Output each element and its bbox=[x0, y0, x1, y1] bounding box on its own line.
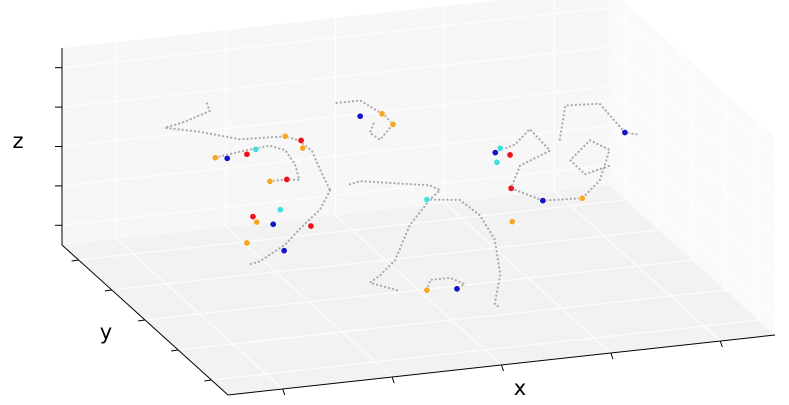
trajectory bbox=[249, 189, 332, 266]
tick-mark bbox=[719, 340, 723, 348]
point bbox=[491, 149, 499, 157]
trajectory bbox=[425, 198, 502, 309]
trajectory bbox=[163, 102, 332, 192]
point bbox=[493, 158, 501, 166]
y-axis-line bbox=[61, 244, 229, 396]
grid-line bbox=[211, 319, 759, 381]
point bbox=[539, 197, 547, 205]
grid-line bbox=[178, 289, 726, 351]
point bbox=[276, 206, 284, 214]
tick-mark bbox=[282, 388, 286, 396]
point bbox=[507, 184, 515, 192]
axes bbox=[55, 48, 776, 396]
tick-mark bbox=[71, 259, 79, 262]
x-axis-line bbox=[227, 334, 776, 396]
point bbox=[389, 120, 397, 128]
point bbox=[280, 247, 288, 255]
point bbox=[283, 175, 291, 183]
trajectory bbox=[493, 128, 611, 202]
grid-line bbox=[144, 259, 693, 321]
grid-line bbox=[608, 86, 776, 237]
point bbox=[508, 218, 516, 226]
tick-mark bbox=[204, 379, 212, 382]
trajectory bbox=[348, 180, 442, 293]
tick-mark bbox=[104, 289, 112, 292]
trajectory bbox=[425, 276, 466, 292]
grid-line bbox=[608, 125, 776, 277]
point bbox=[243, 150, 251, 158]
grid bbox=[61, 0, 776, 390]
point bbox=[423, 196, 431, 204]
x-axis-label: x bbox=[514, 376, 526, 400]
point bbox=[223, 154, 231, 162]
grid-line bbox=[608, 164, 776, 316]
grid-line bbox=[61, 164, 610, 226]
point bbox=[356, 112, 364, 120]
grid-line bbox=[61, 46, 610, 108]
z-axis-label: z bbox=[12, 129, 23, 153]
point bbox=[378, 110, 386, 118]
tick-mark bbox=[171, 349, 179, 352]
grid-line bbox=[78, 199, 626, 261]
point bbox=[253, 218, 261, 226]
point bbox=[297, 136, 305, 144]
tick-mark bbox=[610, 352, 614, 360]
tick-mark bbox=[391, 376, 395, 384]
point bbox=[496, 144, 504, 152]
tick-mark bbox=[137, 319, 146, 322]
grid-line bbox=[608, 46, 776, 198]
grid-line bbox=[61, 7, 610, 69]
point bbox=[252, 145, 260, 153]
point bbox=[621, 128, 629, 136]
point bbox=[307, 222, 315, 230]
grid-line bbox=[608, 7, 776, 159]
point bbox=[281, 132, 289, 140]
point bbox=[506, 151, 514, 159]
panes bbox=[62, 0, 775, 395]
grid-line bbox=[111, 229, 659, 291]
grid-line bbox=[61, 86, 610, 147]
grid-line bbox=[61, 125, 610, 187]
point bbox=[578, 194, 586, 202]
tick-mark bbox=[501, 364, 504, 372]
point bbox=[299, 144, 307, 152]
point bbox=[211, 154, 219, 162]
point bbox=[453, 285, 461, 293]
point bbox=[423, 286, 431, 294]
point bbox=[243, 239, 251, 247]
marks bbox=[163, 99, 641, 309]
y-axis-label: y bbox=[100, 320, 112, 344]
point bbox=[249, 213, 257, 221]
trajectory bbox=[558, 102, 641, 141]
point bbox=[266, 177, 274, 185]
point bbox=[269, 220, 277, 228]
